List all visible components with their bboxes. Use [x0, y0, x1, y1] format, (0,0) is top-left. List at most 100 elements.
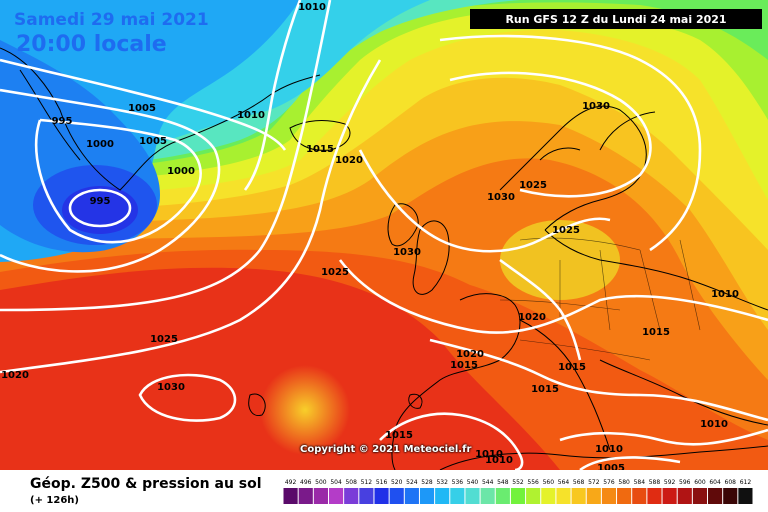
isobar-label: 1010	[700, 419, 728, 430]
isobar-label: 1000	[86, 139, 114, 150]
legend-swatch	[677, 488, 692, 504]
isobar-label: 1025	[552, 225, 580, 236]
legend-swatch	[450, 488, 465, 504]
isobar-label: 1015	[306, 144, 334, 155]
isobar-label: 1005	[139, 136, 167, 147]
legend-swatch	[723, 488, 738, 504]
legend-value: 500	[315, 479, 327, 486]
legend-value: 588	[649, 479, 661, 486]
isobar-label: 1020	[456, 349, 484, 360]
forecast-date: Samedi 29 mai 2021	[14, 10, 209, 30]
legend-value: 508	[345, 479, 357, 486]
isobar-label: 1010	[475, 449, 503, 460]
legend-value: 552	[512, 479, 524, 486]
color-scale-legend: 492 496 500 504 508 512 516 520 524 528 532 536 540 5…	[283, 479, 753, 504]
legend-swatch	[556, 488, 571, 504]
legend-value: 576	[603, 479, 615, 486]
isobar-label: 995	[52, 116, 73, 127]
isobars	[0, 0, 768, 470]
legend-value: 580	[618, 479, 630, 486]
legend-swatch	[480, 488, 495, 504]
isobar-label: 1025	[321, 267, 349, 278]
isobar-label: 1025	[150, 334, 178, 345]
warm-core	[260, 365, 350, 455]
isobar-label: 1030	[157, 382, 185, 393]
legend-value: 572	[588, 479, 600, 486]
legend-value: 548	[497, 479, 509, 486]
legend-swatch	[495, 488, 510, 504]
legend-value: 536	[452, 479, 464, 486]
legend-swatch	[571, 488, 586, 504]
legend-value: 560	[543, 479, 555, 486]
legend-swatch	[647, 488, 662, 504]
isobar-label: 1015	[558, 362, 586, 373]
legend-swatch	[298, 488, 313, 504]
copyright-text: Copyright © 2021 Meteociel.fr	[300, 444, 472, 455]
legend-swatch	[313, 488, 328, 504]
legend-value: 608	[725, 479, 737, 486]
legend-value: 516	[376, 479, 388, 486]
legend-swatch	[344, 488, 359, 504]
isobar-label: 1030	[582, 101, 610, 112]
legend-value: 504	[330, 479, 342, 486]
forecast-lead-time: (+ 126h)	[30, 495, 79, 506]
coastlines	[0, 47, 768, 470]
legend-value: 600	[694, 479, 706, 486]
legend-value: 532	[436, 479, 448, 486]
isobar-label: 1020	[335, 155, 363, 166]
legend-value: 520	[391, 479, 403, 486]
isobar-label: 1015	[642, 327, 670, 338]
legend-value: 544	[482, 479, 494, 486]
legend-swatch	[435, 488, 450, 504]
legend-swatch	[617, 488, 632, 504]
legend-swatch	[526, 488, 541, 504]
run-info-box: Run GFS 12 Z du Lundi 24 mai 2021	[470, 9, 762, 29]
legend-value: 568	[573, 479, 585, 486]
legend-value: 492	[285, 479, 297, 486]
legend-swatch	[738, 488, 753, 504]
isobar-label: 1010	[485, 455, 513, 466]
isobar-label: 1010	[595, 444, 623, 455]
legend-value: 512	[361, 479, 373, 486]
legend-swatch	[692, 488, 708, 504]
legend-value: 604	[709, 479, 721, 486]
legend-value: 564	[558, 479, 570, 486]
footer: Géop. Z500 & pression au sol (+ 126h) 49…	[0, 470, 768, 512]
legend-swatch	[601, 488, 617, 504]
isobar-label: 1015	[385, 430, 413, 441]
isobar-label: 1020	[1, 370, 29, 381]
legend-swatch	[632, 488, 647, 504]
legend-swatch	[662, 488, 677, 504]
legend-swatch	[586, 488, 601, 504]
legend-value: 528	[421, 479, 433, 486]
legend-swatch	[419, 488, 435, 504]
isobar-label: 1015	[531, 384, 559, 395]
legend-value: 556	[527, 479, 539, 486]
legend-swatch	[389, 488, 404, 504]
isobar-label: 1025	[519, 180, 547, 191]
legend-value: 540	[467, 479, 479, 486]
isobar-label: 1005	[128, 103, 156, 114]
legend-swatch	[465, 488, 480, 504]
isobar-label: 995	[90, 196, 111, 207]
isobar-label: 1020	[518, 312, 546, 323]
isobar-label: 1005	[597, 463, 625, 470]
legend-value: 592	[664, 479, 676, 486]
isobar-label: 1015	[450, 360, 478, 371]
isobar-label: 1030	[393, 247, 421, 258]
legend-value: 612	[740, 479, 752, 486]
legend-value: 584	[634, 479, 646, 486]
isobar-label: 1010	[237, 110, 265, 121]
legend-swatch	[283, 488, 298, 504]
legend-value: 496	[300, 479, 312, 486]
isobar-label: 1010	[711, 289, 739, 300]
legend-swatch	[359, 488, 374, 504]
chart-title: Géop. Z500 & pression au sol	[30, 476, 262, 492]
isobar-label: 1000	[167, 166, 195, 177]
legend-swatch	[510, 488, 526, 504]
legend-swatch	[708, 488, 723, 504]
legend-value: 524	[406, 479, 418, 486]
legend-value: 596	[679, 479, 691, 486]
